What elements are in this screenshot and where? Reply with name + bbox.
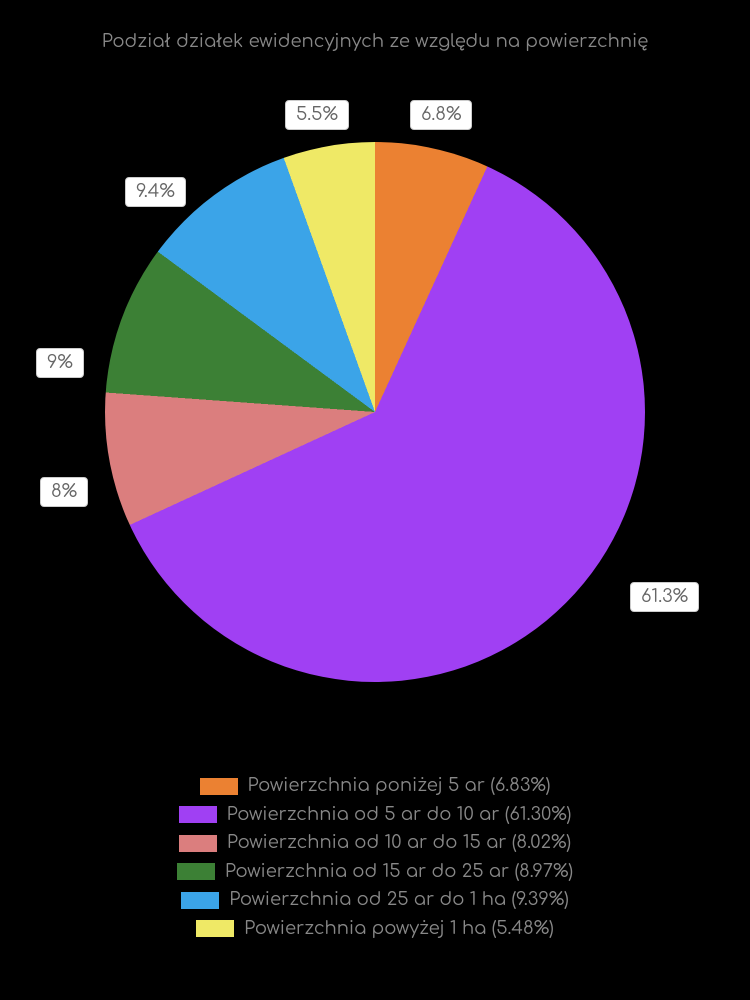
legend-item-2: Powierzchnia od 10 ar do 15 ar (8.02%) — [179, 833, 571, 853]
slice-label-3: 9% — [36, 348, 84, 378]
legend-label: Powierzchnia od 25 ar do 1 ha (9.39%) — [229, 890, 569, 910]
chart-title: Podział działek ewidencyjnych ze względu… — [0, 0, 750, 52]
legend-swatch-3 — [177, 863, 215, 880]
legend: Powierzchnia poniżej 5 ar (6.83%) Powier… — [0, 770, 750, 947]
pie-chart-container: Podział działek ewidencyjnych ze względu… — [0, 0, 750, 1000]
legend-label: Powierzchnia od 10 ar do 15 ar (8.02%) — [227, 833, 571, 853]
pie — [105, 142, 645, 682]
legend-item-4: Powierzchnia od 25 ar do 1 ha (9.39%) — [181, 890, 569, 910]
legend-swatch-0 — [200, 778, 238, 795]
slice-label-1: 61.3% — [630, 582, 699, 612]
legend-row: Powierzchnia od 5 ar do 10 ar (61.30%) — [0, 805, 750, 828]
legend-label: Powierzchnia powyżej 1 ha (5.48%) — [244, 919, 554, 939]
legend-label: Powierzchnia od 5 ar do 10 ar (61.30%) — [227, 805, 572, 825]
slice-label-4: 9.4% — [125, 177, 186, 207]
legend-item-5: Powierzchnia powyżej 1 ha (5.48%) — [196, 919, 554, 939]
legend-swatch-2 — [179, 835, 217, 852]
legend-swatch-5 — [196, 920, 234, 937]
legend-swatch-1 — [179, 806, 217, 823]
legend-row: Powierzchnia od 25 ar do 1 ha (9.39%) — [0, 890, 750, 913]
legend-row: Powierzchnia od 15 ar do 25 ar (8.97%) — [0, 862, 750, 885]
legend-row: Powierzchnia poniżej 5 ar (6.83%) — [0, 776, 750, 799]
legend-label: Powierzchnia poniżej 5 ar (6.83%) — [248, 776, 551, 796]
legend-item-3: Powierzchnia od 15 ar do 25 ar (8.97%) — [177, 862, 573, 882]
slice-label-2: 8% — [40, 477, 88, 507]
legend-item-1: Powierzchnia od 5 ar do 10 ar (61.30%) — [179, 805, 572, 825]
legend-swatch-4 — [181, 892, 219, 909]
slice-label-0: 6.8% — [410, 100, 472, 130]
legend-label: Powierzchnia od 15 ar do 25 ar (8.97%) — [225, 862, 573, 882]
slice-label-5: 5.5% — [285, 100, 349, 130]
legend-row: Powierzchnia od 10 ar do 15 ar (8.02%) — [0, 833, 750, 856]
legend-item-0: Powierzchnia poniżej 5 ar (6.83%) — [200, 776, 551, 796]
pie-area: 6.8% 61.3% 8% 9% 9.4% 5.5% — [0, 52, 750, 692]
legend-row: Powierzchnia powyżej 1 ha (5.48%) — [0, 919, 750, 942]
